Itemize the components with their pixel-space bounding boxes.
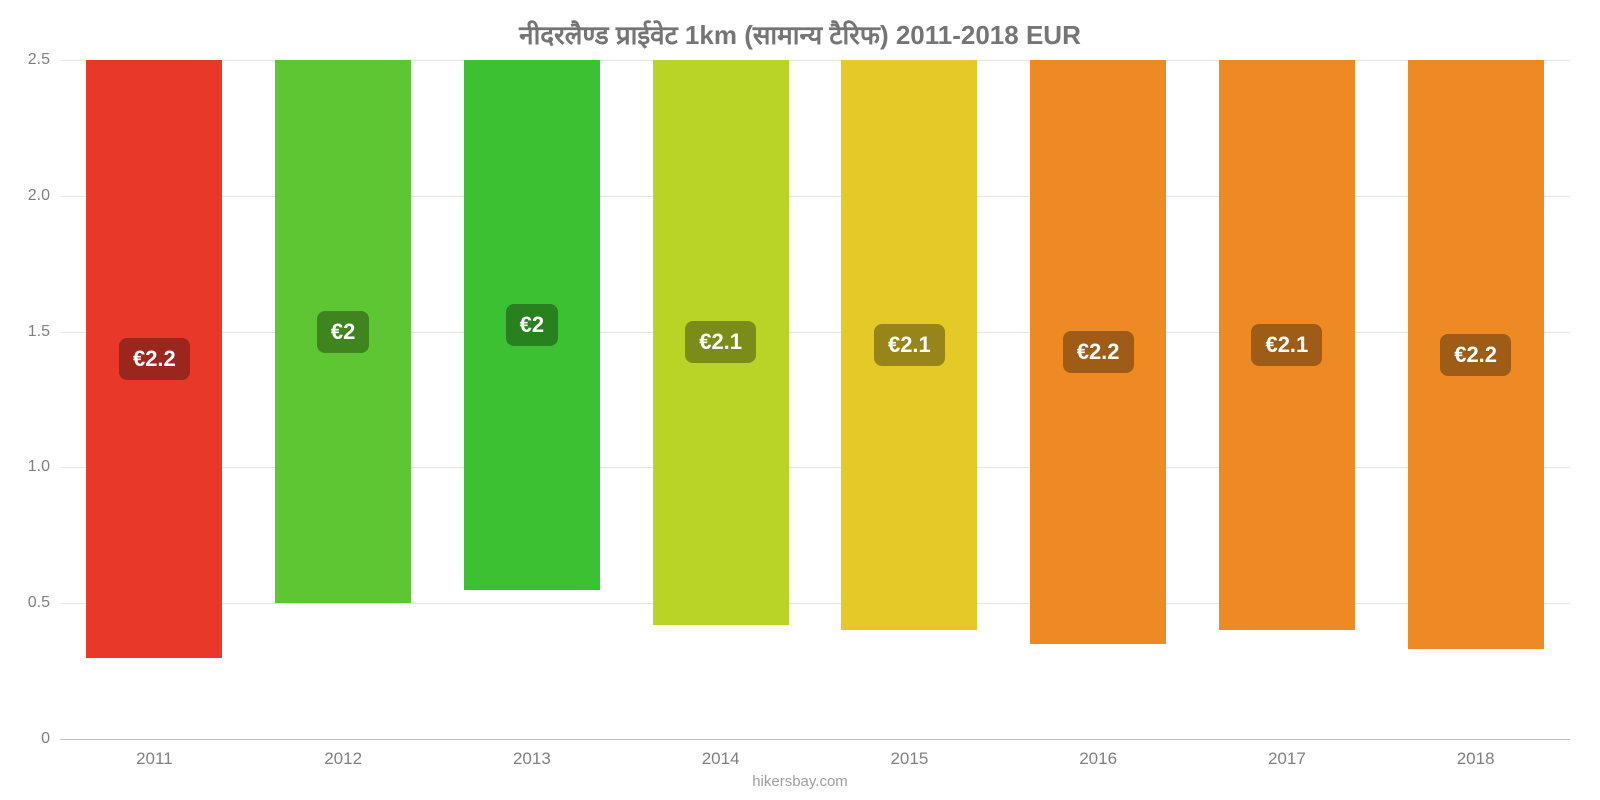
chart-footer: hikersbay.com	[0, 773, 1600, 790]
x-tick-label: 2011	[60, 739, 249, 769]
x-tick-label: 2016	[1004, 739, 1193, 769]
bar-slot: €2.22016	[1004, 60, 1193, 739]
bar-value-label: €2.2	[1063, 331, 1134, 373]
bar-slot: €2.22018	[1381, 60, 1570, 739]
chart-plot-area: 00.51.01.52.02.5 €2.22011€22012€22013€2.…	[60, 60, 1570, 740]
bar: €2.1	[841, 60, 977, 630]
bar-value-label: €2	[506, 304, 558, 346]
y-tick-label: 2.0	[28, 187, 60, 205]
x-tick-label: 2013	[438, 739, 627, 769]
y-tick-label: 0	[41, 730, 60, 748]
y-tick-label: 2.5	[28, 51, 60, 69]
y-tick-label: 1.5	[28, 323, 60, 341]
bar-slot: €22012	[249, 60, 438, 739]
bar: €2.2	[1408, 60, 1544, 649]
y-tick-label: 1.0	[28, 458, 60, 476]
bar-value-label: €2.1	[1251, 324, 1322, 366]
bar-value-label: €2.1	[685, 321, 756, 363]
bar: €2.2	[86, 60, 222, 658]
bar-slot: €2.22011	[60, 60, 249, 739]
bar-value-label: €2	[317, 311, 369, 353]
bar: €2.1	[1219, 60, 1355, 630]
x-tick-label: 2018	[1381, 739, 1570, 769]
x-tick-label: 2012	[249, 739, 438, 769]
chart-title: नीदरलैण्ड प्राईवेट 1km (सामान्य टैरिफ) 2…	[0, 0, 1600, 52]
bar: €2	[464, 60, 600, 590]
bar-slot: €22013	[438, 60, 627, 739]
x-tick-label: 2015	[815, 739, 1004, 769]
bar: €2.1	[653, 60, 789, 625]
x-tick-label: 2017	[1193, 739, 1382, 769]
bar-slot: €2.12015	[815, 60, 1004, 739]
bar-value-label: €2.2	[119, 338, 190, 380]
bar-slot: €2.12014	[626, 60, 815, 739]
y-tick-label: 0.5	[28, 594, 60, 612]
x-tick-label: 2014	[626, 739, 815, 769]
bar: €2.2	[1030, 60, 1166, 644]
bars-container: €2.22011€22012€22013€2.12014€2.12015€2.2…	[60, 60, 1570, 739]
bar: €2	[275, 60, 411, 603]
bar-value-label: €2.1	[874, 324, 945, 366]
bar-value-label: €2.2	[1440, 334, 1511, 376]
bar-slot: €2.12017	[1193, 60, 1382, 739]
